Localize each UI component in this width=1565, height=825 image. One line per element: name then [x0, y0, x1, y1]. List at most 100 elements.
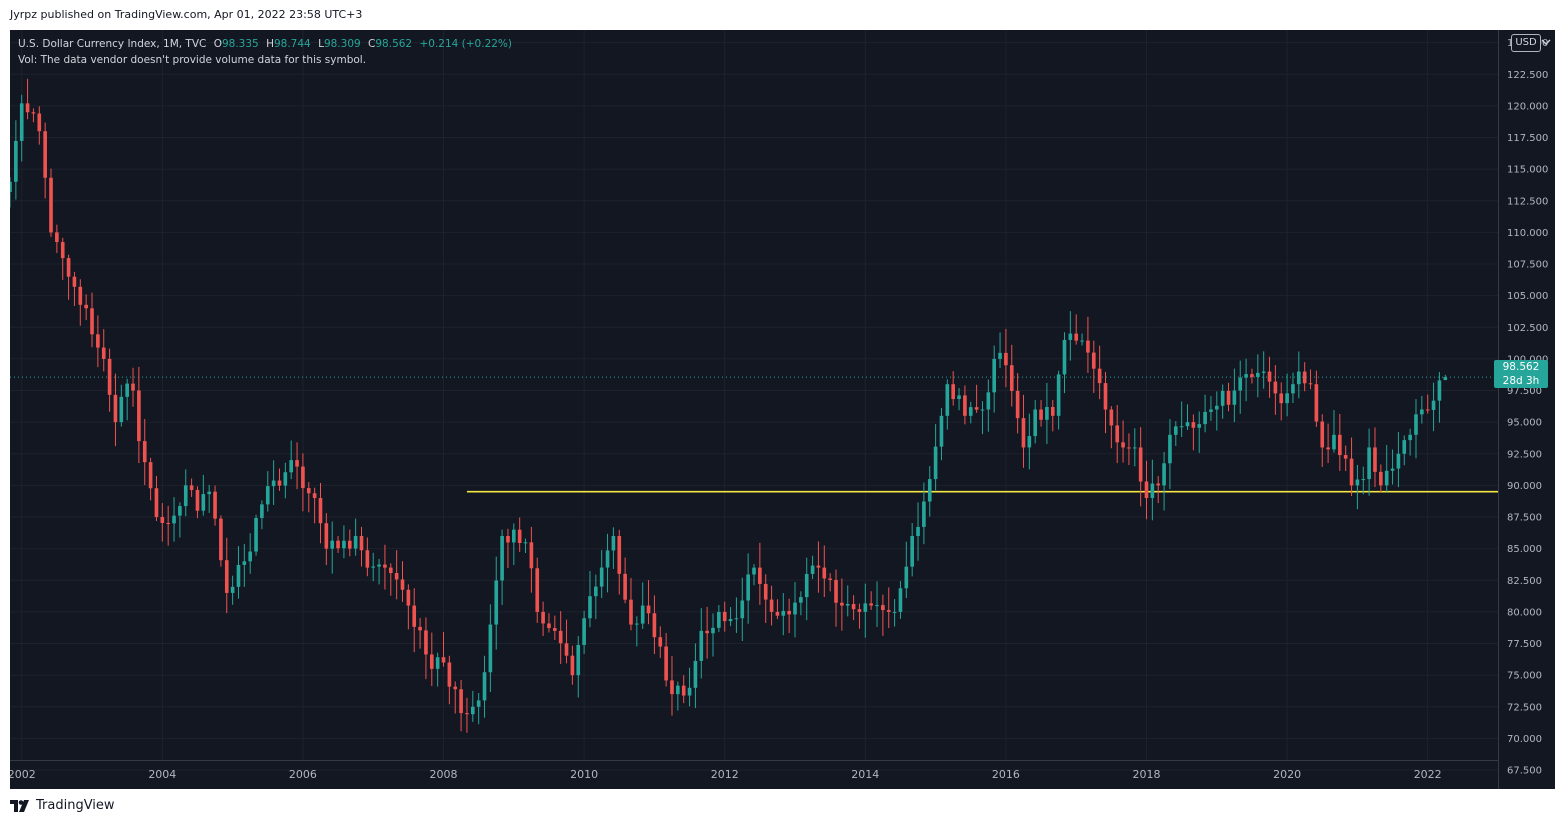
candle [652, 595, 657, 655]
candle [746, 553, 750, 624]
candle [224, 537, 229, 614]
price-tick-label: 90.000 [1507, 481, 1542, 492]
price-chart[interactable]: 67.500 70.000 72.500 75.000 77.500 80.000 82.5… [10, 30, 1555, 789]
candle-body [588, 596, 592, 619]
candle [840, 578, 844, 631]
candle [377, 558, 381, 585]
candle [629, 577, 633, 631]
candle-body [1056, 374, 1061, 416]
candle [1326, 423, 1330, 464]
candle-body [1109, 409, 1114, 426]
candle [605, 533, 610, 593]
candle-body [611, 536, 616, 551]
candle [1080, 333, 1084, 346]
candle-body [1039, 409, 1043, 420]
candle-body [1232, 390, 1237, 405]
candle [14, 120, 18, 200]
symbol-name[interactable]: U.S. Dollar Currency Index, 1M, TVC [18, 38, 207, 50]
candle [699, 608, 704, 679]
candle [1021, 394, 1026, 468]
candle [570, 645, 575, 685]
candle [1273, 365, 1278, 415]
candle-body [1179, 426, 1184, 428]
candle-body [236, 564, 241, 587]
candle [172, 497, 176, 542]
candle [1384, 445, 1389, 492]
candle [1373, 427, 1377, 488]
time-tick-label: 2002 [10, 768, 36, 781]
chart-pane[interactable]: 67.500 70.000 72.500 75.000 77.500 80.000 82.5… [10, 30, 1555, 789]
time-tick-label: 2018 [1133, 768, 1161, 781]
candle [939, 408, 944, 461]
candle-body [939, 415, 944, 447]
candle [96, 315, 100, 368]
candle-body [101, 347, 106, 359]
candle-body [1015, 390, 1020, 419]
candle-body [1250, 374, 1254, 377]
candle [670, 656, 674, 716]
candle [793, 582, 797, 638]
candle-body [1402, 440, 1407, 454]
candle-body [1244, 374, 1248, 378]
candle [388, 563, 393, 596]
candle [394, 550, 399, 600]
candle-body [131, 383, 135, 391]
price-tick-label: 107.500 [1507, 260, 1548, 271]
candle [406, 584, 411, 630]
candle [500, 529, 504, 605]
candle-body [570, 655, 575, 676]
candle [1091, 340, 1096, 393]
candle-body [822, 567, 827, 579]
collapse-icon[interactable] [1540, 36, 1552, 50]
time-tick-label: 2014 [851, 768, 879, 781]
candle-body [90, 308, 94, 335]
candle-body [494, 580, 499, 625]
candle-body [687, 687, 692, 696]
candle-body [178, 506, 182, 516]
candle [1338, 413, 1342, 471]
price-tick-label: 105.000 [1507, 291, 1548, 302]
candle-body [635, 623, 639, 625]
currency-button[interactable]: USD [1511, 34, 1541, 52]
candle [822, 545, 827, 598]
candle-body [793, 602, 797, 615]
candle [189, 478, 194, 497]
candle [1267, 356, 1272, 398]
candle-body [43, 131, 47, 178]
candle [295, 442, 299, 490]
time-tick-label: 2022 [1414, 768, 1442, 781]
candle-body [1443, 377, 1448, 380]
candle-body [506, 536, 510, 543]
candle-body [564, 643, 569, 656]
candle-body [1273, 381, 1278, 394]
brand[interactable]: TradingView [10, 798, 115, 813]
candle-body [693, 660, 698, 688]
candle [470, 690, 475, 722]
candle [195, 486, 200, 519]
candle [371, 552, 376, 582]
candle-body [283, 472, 288, 486]
candle-body [1045, 407, 1049, 420]
candle-body [980, 409, 985, 411]
candle [318, 482, 323, 544]
candle [31, 108, 36, 123]
candle-body [922, 501, 926, 527]
candle-body [459, 689, 463, 714]
candle [986, 379, 991, 432]
candle-body [886, 610, 891, 612]
candle [1297, 351, 1301, 399]
candle-body [324, 523, 329, 549]
candle [365, 537, 370, 577]
time-tick-label: 2006 [289, 768, 317, 781]
candle-body [107, 358, 112, 395]
price-tick-label: 112.500 [1507, 196, 1548, 207]
price-tick-label: 120.000 [1507, 101, 1548, 112]
candle-body [154, 488, 159, 518]
candle-body [318, 498, 323, 524]
candle [851, 595, 856, 621]
candle-body [295, 460, 299, 467]
candle-body [289, 460, 294, 473]
candle [599, 550, 604, 599]
candle-body [640, 605, 645, 624]
time-tick-label: 2020 [1273, 768, 1301, 781]
